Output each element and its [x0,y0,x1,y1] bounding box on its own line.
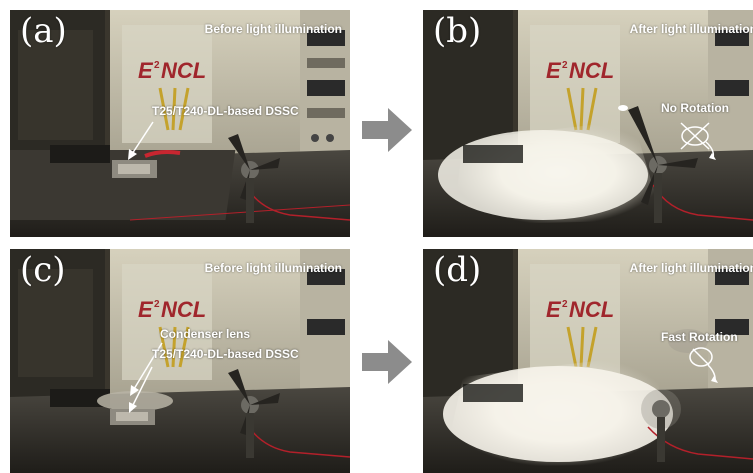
svg-text:NCL: NCL [161,58,206,83]
panel-d: E 2 NCL (d) After light illumination [423,249,753,473]
right-arrow-icon [362,340,412,384]
fan-icon [228,369,280,458]
panel-c: E 2 NCL (c) Before light illumination [10,249,350,473]
panel-b: E 2 NCL (b) After light illumination [423,10,753,237]
panel-label: (d) [433,250,482,290]
caption-after-illumination: After light illumination [629,22,753,36]
svg-text:NCL: NCL [161,297,206,322]
dssc-label: T25/T240-DL-based DSSC [152,347,299,361]
fan-icon [228,134,280,223]
caption-before-illumination: Before light illumination [204,261,342,275]
right-arrow-icon [362,108,412,152]
panel-label: (c) [20,250,66,290]
panel-a: E 2 NCL [10,10,350,237]
svg-text:E: E [546,297,562,322]
svg-text:NCL: NCL [569,58,614,83]
panel-label: (b) [433,11,482,51]
photo-after-illumination-b: E 2 NCL [423,10,753,237]
rotation-status-label: Fast Rotation [661,330,738,344]
svg-text:2: 2 [562,299,568,310]
caption-before-illumination: Before light illumination [204,22,342,36]
svg-text:2: 2 [154,60,160,71]
panel-label: (a) [20,11,67,51]
condenser-lens-label: Condenser lens [160,327,251,341]
photo-before-illumination-a: E 2 NCL [10,10,350,237]
svg-text:2: 2 [154,299,160,310]
svg-text:E: E [138,297,154,322]
fan-icon [628,106,698,223]
svg-text:2: 2 [562,60,568,71]
svg-text:NCL: NCL [569,297,614,322]
rotation-status-label: No Rotation [661,101,729,115]
fan-icon [641,389,681,462]
svg-text:E: E [138,58,154,83]
caption-after-illumination: After light illumination [629,261,753,275]
svg-text:E: E [546,58,562,83]
photo-before-illumination-c: E 2 NCL [10,249,350,473]
dssc-label: T25/T240-DL-based DSSC [152,104,299,118]
